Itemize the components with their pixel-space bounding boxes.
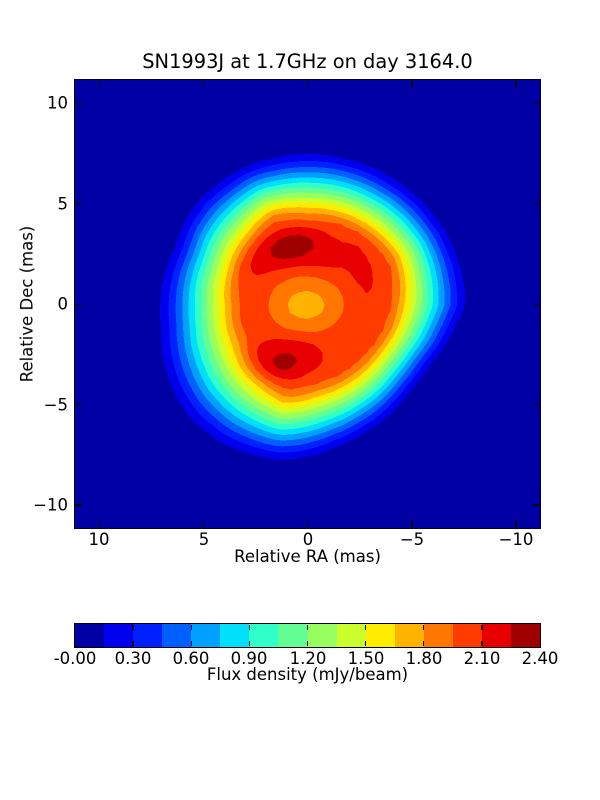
x-tick bbox=[98, 81, 101, 87]
colorbar-segment bbox=[191, 624, 221, 647]
colorbar-segment bbox=[423, 624, 453, 647]
colorbar-tick-label: 1.50 bbox=[347, 649, 384, 668]
colorbar-tick bbox=[423, 641, 425, 646]
y-tick-label: −10 bbox=[33, 495, 68, 515]
colorbar-segment bbox=[510, 624, 540, 647]
x-tick bbox=[515, 521, 517, 527]
x-tick bbox=[307, 521, 309, 527]
plot-title: SN1993J at 1.7GHz on day 3164.0 bbox=[142, 49, 473, 73]
colorbar-segment bbox=[220, 624, 250, 647]
colorbar-segment bbox=[481, 624, 511, 647]
colorbar-segment bbox=[104, 624, 134, 647]
colorbar-segment bbox=[133, 624, 163, 647]
y-tick-label: 0 bbox=[57, 294, 69, 314]
x-tick bbox=[202, 521, 205, 527]
x-tick-label: −5 bbox=[399, 529, 425, 549]
y-tick bbox=[76, 403, 82, 406]
y-tick bbox=[533, 102, 539, 104]
colorbar-segment bbox=[307, 624, 337, 647]
y-tick bbox=[533, 504, 539, 506]
y-tick-label: 5 bbox=[57, 194, 69, 214]
colorbar-segment bbox=[394, 624, 424, 647]
colorbar-tick bbox=[248, 625, 251, 630]
colorbar-tick bbox=[190, 641, 192, 646]
x-tick bbox=[98, 521, 101, 527]
colorbar-segment bbox=[452, 624, 482, 647]
colorbar-segment bbox=[162, 624, 192, 647]
x-tick bbox=[202, 81, 205, 87]
x-tick bbox=[307, 81, 309, 87]
colorbar-tick bbox=[364, 625, 367, 630]
colorbar-segment bbox=[336, 624, 366, 647]
colorbar-tick bbox=[481, 641, 483, 646]
colorbar-tick-label: 1.80 bbox=[405, 649, 443, 668]
x-tick bbox=[515, 81, 517, 87]
colorbar-tick bbox=[364, 641, 367, 646]
colorbar-segment bbox=[75, 624, 105, 647]
x-tick-label: −10 bbox=[498, 529, 534, 549]
colorbar-frame bbox=[73, 622, 542, 649]
colorbar-tick bbox=[248, 641, 251, 646]
colorbar-label: Flux density (mJy/beam) bbox=[206, 665, 409, 684]
colorbar-tick-label: 1.20 bbox=[289, 649, 326, 668]
y-tick bbox=[76, 303, 82, 305]
x-tick-label: 10 bbox=[88, 529, 110, 549]
x-tick bbox=[411, 81, 413, 87]
x-tick-label: 5 bbox=[198, 529, 209, 549]
y-tick bbox=[533, 303, 539, 305]
y-tick bbox=[76, 504, 82, 506]
colorbar-tick-label: 0.60 bbox=[172, 649, 210, 668]
colorbar-tick bbox=[190, 625, 192, 630]
x-axis-label: Relative RA (mas) bbox=[234, 547, 381, 566]
y-axis-label: Relative Dec (mas) bbox=[17, 225, 37, 383]
contour-canvas bbox=[75, 80, 540, 528]
colorbar-tick bbox=[306, 625, 309, 630]
x-tick bbox=[411, 521, 413, 527]
y-tick-label: −5 bbox=[43, 395, 68, 415]
y-tick-label: 10 bbox=[47, 93, 68, 113]
colorbar-tick-label: 0.30 bbox=[114, 649, 152, 668]
colorbar-tick bbox=[306, 641, 309, 646]
colorbar-tick bbox=[132, 641, 134, 646]
colorbar-tick bbox=[423, 625, 425, 630]
colorbar-tick-label: 2.40 bbox=[521, 649, 559, 668]
colorbar-segment bbox=[249, 624, 279, 647]
y-tick bbox=[533, 203, 539, 205]
axes-frame bbox=[73, 78, 542, 530]
colorbar-tick bbox=[481, 625, 483, 630]
y-tick bbox=[533, 403, 539, 406]
colorbar-tick-label: 0.90 bbox=[231, 649, 268, 668]
y-tick bbox=[76, 203, 82, 205]
colorbar-tick-label: -0.00 bbox=[53, 649, 97, 668]
x-tick-label: 0 bbox=[302, 529, 313, 549]
colorbar bbox=[75, 624, 540, 647]
y-tick bbox=[76, 102, 82, 104]
colorbar-tick-label: 2.10 bbox=[463, 649, 501, 668]
colorbar-tick bbox=[132, 625, 134, 630]
colorbar-segment bbox=[278, 624, 308, 647]
colorbar-segment bbox=[365, 624, 395, 647]
